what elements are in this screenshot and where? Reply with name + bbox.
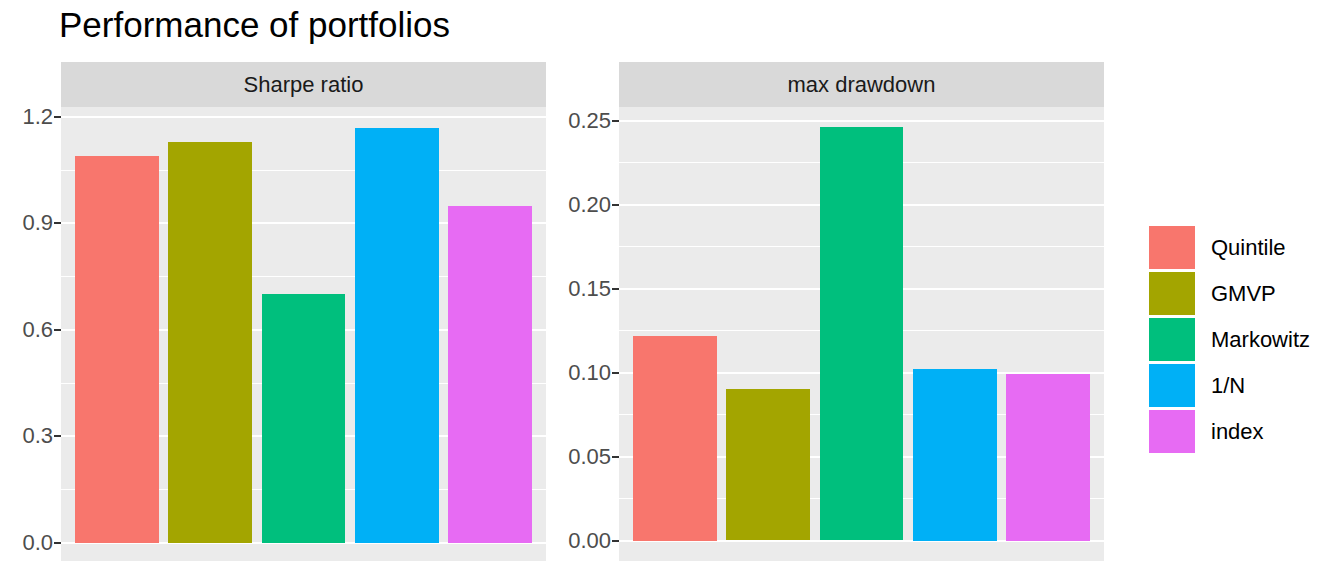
y-tick-label: 0.25 [541,109,611,133]
y-tick-mark [54,329,61,331]
facet-strip-max-drawdown: max drawdown [619,62,1104,107]
gridline-major [619,120,1104,122]
facet-strip-sharpe-ratio: Sharpe ratio [61,62,546,107]
bar-gmvp [168,142,252,543]
y-tick-label: 0.05 [541,445,611,469]
legend-label: Markowitz [1211,327,1310,353]
y-tick-mark [612,120,619,122]
facet-strip-label: Sharpe ratio [244,72,364,98]
y-tick-mark [612,372,619,374]
bar-quintile [633,336,717,541]
legend-label: Quintile [1211,235,1286,261]
bar-index [448,206,532,543]
legend-swatch-icon [1149,318,1195,361]
legend-item: Markowitz [1149,318,1310,361]
bar-index [1006,374,1090,540]
y-tick-mark [54,435,61,437]
legend-label: index [1211,419,1264,445]
legend-swatch-icon [1149,410,1195,453]
y-tick-mark [54,116,61,118]
chart-container: Performance of portfolios Sharpe ratio m… [0,0,1344,576]
legend-item: GMVP [1149,272,1310,315]
legend-item: index [1149,410,1310,453]
y-tick-mark [612,456,619,458]
y-tick-label: 0.10 [541,361,611,385]
plot-panel-max-drawdown [619,107,1104,561]
legend-label: 1/N [1211,373,1245,399]
y-tick-label: 0.3 [0,424,53,448]
facet-strip-label: max drawdown [788,72,936,98]
y-tick-label: 0.15 [541,277,611,301]
y-tick-mark [54,542,61,544]
y-tick-label: 0.9 [0,211,53,235]
legend-swatch-icon [1149,226,1195,269]
bar-1-n [913,369,997,540]
gridline-major [61,116,546,118]
y-tick-label: 0.20 [541,193,611,217]
y-tick-mark [612,288,619,290]
y-tick-label: 0.0 [0,531,53,555]
bar-gmvp [726,389,810,540]
bar-markowitz [820,127,904,540]
y-tick-label: 0.00 [541,529,611,553]
bar-1-n [355,128,439,543]
y-tick-mark [612,540,619,542]
legend-item: 1/N [1149,364,1310,407]
bar-quintile [75,156,159,543]
chart-title: Performance of portfolios [59,5,450,45]
legend-swatch-icon [1149,272,1195,315]
bar-markowitz [262,294,346,542]
legend-label: GMVP [1211,281,1276,307]
y-tick-label: 1.2 [0,105,53,129]
y-tick-label: 0.6 [0,318,53,342]
y-tick-mark [54,222,61,224]
legend-swatch-icon [1149,364,1195,407]
legend: Quintile GMVP Markowitz 1/N index [1149,226,1310,456]
legend-item: Quintile [1149,226,1310,269]
y-tick-mark [612,204,619,206]
plot-panel-sharpe-ratio [61,107,546,561]
